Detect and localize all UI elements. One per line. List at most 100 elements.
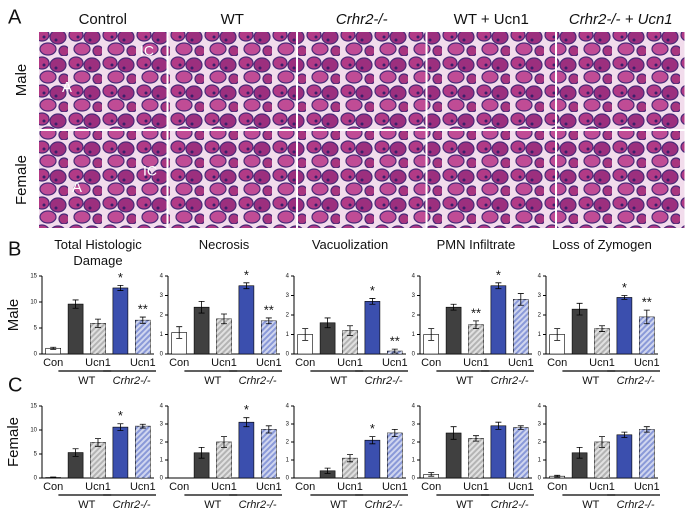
error-bar: [72, 299, 79, 309]
x-tick-label: Ucn1: [589, 357, 615, 369]
bar: [193, 306, 210, 355]
error-bar: [265, 425, 272, 434]
x-tick-label: Con: [43, 481, 63, 493]
error-bar: [643, 426, 650, 433]
significance-mark: *: [118, 270, 123, 285]
error-bar: [139, 423, 146, 429]
y-tick-label: 2: [412, 313, 416, 319]
panel-label: A: [8, 6, 22, 28]
error-bar: [95, 438, 101, 447]
error-bar: [243, 417, 250, 428]
bar-hatch: [342, 458, 358, 478]
row-label: Male: [5, 299, 22, 332]
group-label: WT: [330, 375, 347, 387]
bar: [112, 426, 129, 479]
error-bar: [576, 302, 583, 316]
group-label: Crhr2-/-: [365, 499, 403, 511]
error-bar: [473, 320, 479, 330]
column-header: Control: [79, 11, 127, 28]
chart-title: Total Histologic Damage: [54, 237, 142, 268]
y-tick-label: 0: [286, 476, 290, 482]
bar: [616, 434, 633, 479]
y-tick-label: 1: [412, 332, 416, 338]
image-label: A: [72, 179, 82, 196]
y-tick-label: 3: [286, 293, 290, 299]
error-bar: [221, 313, 227, 325]
y-tick-label: 3: [160, 293, 164, 299]
y-tick-label: 4: [286, 404, 290, 410]
significance-mark: *: [370, 421, 375, 436]
significance-mark: **: [264, 302, 274, 317]
bar: [238, 421, 255, 479]
bar: [445, 306, 462, 355]
error-bar: [198, 300, 205, 314]
bar-hatch: [90, 442, 106, 478]
bar-hatch: [639, 429, 655, 478]
group-label: WT: [204, 499, 221, 511]
histology-image: [298, 32, 426, 129]
y-tick-label: 0: [160, 476, 164, 482]
y-tick-label: 0: [160, 352, 164, 358]
bar-hatch: [216, 442, 232, 478]
significance-mark: *: [496, 267, 501, 282]
x-tick-label: Ucn1: [634, 481, 660, 493]
error-bar: [198, 447, 205, 459]
x-tick-label: Ucn1: [508, 481, 534, 493]
y-tick-label: 5: [34, 326, 38, 332]
group-label: Crhr2-/-: [491, 499, 529, 511]
y-tick-label: 2: [538, 440, 542, 446]
error-bar: [369, 436, 376, 445]
x-tick-label: Ucn1: [85, 481, 111, 493]
y-tick-label: 1: [538, 458, 542, 464]
group-label: WT: [456, 375, 473, 387]
significance-mark: *: [244, 402, 249, 417]
y-tick-label: 0: [412, 476, 416, 482]
y-tick-label: 3: [160, 422, 164, 428]
error-bar: [265, 317, 272, 325]
column-header: WT + Ucn1: [454, 11, 529, 28]
y-tick-label: 4: [160, 274, 164, 280]
x-tick-label: Ucn1: [211, 357, 237, 369]
x-tick-label: Ucn1: [337, 357, 363, 369]
y-tick-label: 0: [34, 352, 38, 358]
bar-hatch: [261, 320, 277, 354]
panel-label: C: [8, 374, 22, 396]
y-tick-label: 0: [538, 352, 542, 358]
row-label: Female: [5, 417, 22, 467]
x-tick-label: Ucn1: [382, 357, 408, 369]
error-bar: [95, 318, 101, 328]
y-tick-label: 1: [538, 332, 542, 338]
bar-hatch: [216, 318, 232, 354]
bar-hatch: [639, 316, 655, 354]
error-bar: [139, 316, 146, 324]
x-tick-label: Ucn1: [589, 481, 615, 493]
x-tick-label: Ucn1: [337, 481, 363, 493]
bar: [616, 297, 633, 355]
histology-image: [427, 32, 555, 129]
group-label: WT: [78, 499, 95, 511]
x-tick-label: Ucn1: [256, 481, 282, 493]
y-tick-label: 0: [538, 476, 542, 482]
y-tick-label: 4: [538, 274, 542, 280]
bar: [445, 432, 462, 479]
significance-mark: *: [622, 280, 627, 295]
bar-hatch: [135, 320, 151, 354]
significance-mark: **: [390, 334, 400, 349]
significance-mark: **: [138, 302, 148, 317]
x-tick-label: Ucn1: [382, 481, 408, 493]
error-bar: [495, 282, 502, 290]
error-bar: [554, 328, 561, 341]
error-bar: [221, 436, 227, 448]
error-bar: [450, 426, 457, 440]
bar: [490, 425, 507, 479]
group-label: WT: [582, 375, 599, 387]
y-tick-label: 0: [34, 476, 38, 482]
x-tick-label: Ucn1: [463, 357, 489, 369]
group-label: Crhr2-/-: [113, 375, 151, 387]
y-tick-label: 3: [412, 422, 416, 428]
bar: [364, 301, 381, 355]
group-label: Crhr2-/-: [365, 375, 403, 387]
column-header: Crhr2-/-: [336, 11, 388, 28]
error-bar: [576, 447, 583, 459]
